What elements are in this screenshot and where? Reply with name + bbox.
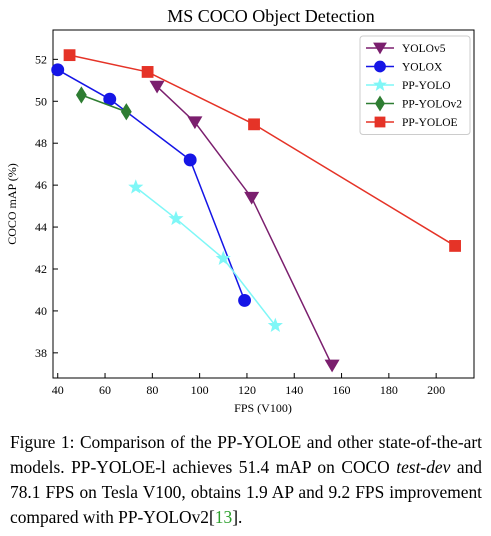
data-point-pp-yolo — [128, 179, 144, 194]
legend: YOLOv5 YOLOX PP-YOLO PP-YOLOv2 PP-YOLOE — [359, 35, 471, 135]
plot-area — [52, 29, 475, 379]
series-line-pp-yoloe — [69, 54, 456, 247]
y-tick-label: 48 — [35, 136, 47, 150]
data-point-yolox — [238, 293, 252, 307]
chart: MS COCO Object Detection 40 60 80 100 120 140… — [5, 6, 475, 415]
data-point-pp-yolov2 — [75, 86, 87, 104]
y-tick-label: 42 — [35, 262, 47, 276]
legend-marker — [374, 116, 386, 128]
legend-label: PP-YOLOv2 — [402, 99, 462, 111]
legend-box — [359, 35, 471, 135]
data-point-yolox — [183, 153, 197, 167]
caption-prefix: Figure 1: Comparison of the PP-YOLOE and… — [10, 432, 482, 477]
data-point-pp-yoloe — [449, 240, 461, 252]
data-point-yolov5 — [187, 116, 203, 130]
x-tick-label: 120 — [238, 383, 256, 397]
y-tick-label: 44 — [35, 220, 47, 234]
x-tick-label: 140 — [285, 383, 303, 397]
y-tick-label: 46 — [35, 178, 47, 192]
legend-marker — [373, 42, 387, 55]
x-tick-label: 160 — [333, 383, 351, 397]
y-tick-label: 38 — [35, 346, 47, 360]
x-tick-label: 80 — [146, 383, 158, 397]
series-line-yolox — [57, 69, 246, 301]
series-line-pp-yolo — [135, 186, 276, 327]
legend-item-pp-yolo: PP-YOLO — [366, 77, 451, 92]
figure-caption: Figure 1: Comparison of the PP-YOLOE and… — [10, 430, 482, 530]
y-tick-label: 50 — [35, 94, 47, 108]
y-tick-label: 40 — [35, 304, 47, 318]
data-point-pp-yolov2 — [120, 103, 132, 121]
data-point-pp-yolo — [267, 317, 283, 333]
x-tick-label: 60 — [99, 383, 111, 397]
x-tick-label: 100 — [191, 383, 209, 397]
legend-label: YOLOv5 — [402, 43, 446, 55]
data-point-pp-yoloe — [248, 118, 260, 131]
legend-marker — [374, 60, 386, 73]
data-point-pp-yoloe — [141, 66, 154, 78]
data-point-yolov5 — [324, 359, 340, 373]
legend-item-yolov5: YOLOv5 — [366, 42, 446, 55]
legend-item-pp-yoloe: PP-YOLOE — [366, 116, 458, 129]
y-tick-label: 52 — [35, 52, 47, 66]
series-pp-yolo — [128, 179, 283, 333]
y-axis-label: COCO mAP (%) — [5, 163, 19, 245]
x-axis: 40 60 80 100 120 140 160 180 200 — [52, 373, 445, 397]
legend-item-yolox: YOLOX — [366, 60, 443, 74]
caption-reference-link[interactable]: 13 — [214, 507, 233, 527]
series-line-yolov5 — [156, 86, 333, 366]
series-yolov5 — [149, 80, 340, 373]
x-tick-label: 180 — [380, 383, 398, 397]
data-point-yolov5 — [149, 80, 165, 94]
caption-middle: and 78.1 FPS on Tesla V100, obtains 1.9 … — [10, 457, 482, 527]
series-layer — [51, 49, 461, 373]
series-pp-yolov2 — [75, 86, 132, 121]
series-yolox — [51, 63, 252, 307]
series-pp-yoloe — [63, 49, 461, 252]
legend-label: PP-YOLOE — [402, 117, 458, 129]
data-point-yolov5 — [244, 191, 260, 205]
legend-label: YOLOX — [402, 62, 443, 74]
data-point-pp-yolo — [215, 250, 231, 265]
series-line-pp-yolov2 — [81, 94, 127, 113]
legend-marker — [373, 77, 387, 91]
y-axis: 38 40 42 44 46 48 50 52 — [35, 52, 58, 360]
data-point-pp-yolo — [168, 210, 184, 226]
legend-marker — [375, 95, 385, 112]
chart-title: MS COCO Object Detection — [167, 6, 374, 26]
data-point-yolox — [51, 63, 65, 77]
legend-item-pp-yolov2: PP-YOLOv2 — [366, 95, 462, 112]
x-axis-label: FPS (V100) — [234, 401, 292, 415]
data-point-pp-yoloe — [63, 49, 76, 62]
x-tick-label: 200 — [427, 383, 445, 397]
x-tick-label: 40 — [52, 383, 64, 397]
caption-dataset: test-dev — [396, 457, 451, 477]
legend-label: PP-YOLO — [402, 80, 451, 92]
caption-suffix: ]. — [232, 507, 243, 527]
